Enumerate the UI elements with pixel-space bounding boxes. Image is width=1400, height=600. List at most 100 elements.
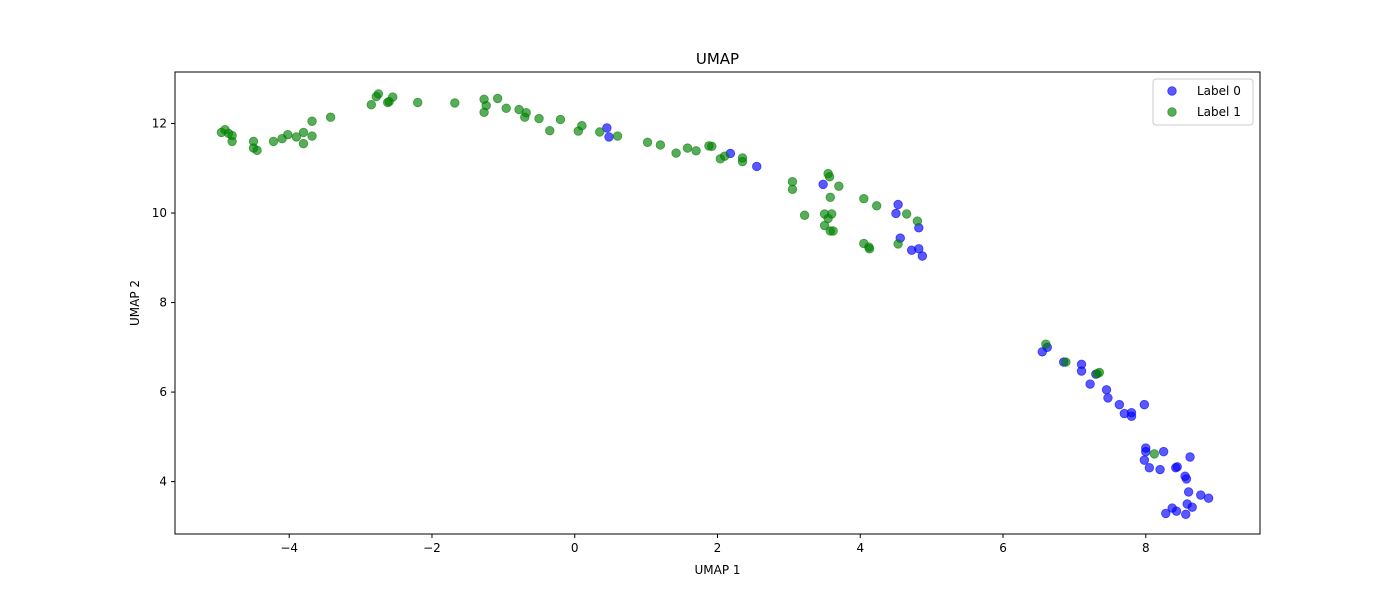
scatter-point xyxy=(1139,399,1150,410)
legend-marker xyxy=(1167,86,1177,96)
scatter-point xyxy=(268,136,279,147)
legend-marker xyxy=(1167,107,1177,117)
scatter-point xyxy=(1203,493,1214,503)
scatter-point xyxy=(325,112,336,122)
scatter-point xyxy=(577,121,587,131)
x-tick-label: 4 xyxy=(856,541,864,555)
y-axis-label: UMAP 2 xyxy=(128,280,142,326)
scatter-point xyxy=(893,199,903,210)
scatter-point xyxy=(1196,490,1206,500)
scatter-point xyxy=(298,138,309,149)
scatter-point xyxy=(1149,449,1160,459)
scatter-point xyxy=(1181,474,1192,484)
scatter-point xyxy=(1126,411,1137,421)
scatter-point xyxy=(521,108,531,118)
scatter-point xyxy=(1139,455,1150,465)
x-axis: −4 −2 0 2 4 6 8 xyxy=(280,534,1150,555)
scatter-point xyxy=(1183,487,1194,497)
scatter-point xyxy=(891,208,901,219)
scatter-point xyxy=(737,156,748,167)
scatter-point xyxy=(1155,464,1165,475)
scatter-point xyxy=(1171,506,1182,516)
scatter-point xyxy=(555,114,566,125)
legend-entry-label: Label 0 xyxy=(1197,84,1241,98)
scatter-point xyxy=(901,209,912,219)
scatter-point xyxy=(655,140,666,150)
scatter-point xyxy=(1114,399,1125,410)
plot-area-frame xyxy=(174,71,1261,535)
scatter-point xyxy=(671,148,681,158)
scatter-point xyxy=(388,92,398,102)
scatter-point xyxy=(752,161,762,172)
scatter-point xyxy=(366,99,376,110)
scatter-point xyxy=(828,226,838,236)
scatter-point xyxy=(682,143,693,153)
x-tick-label: 2 xyxy=(714,541,722,555)
scatter-point xyxy=(818,179,828,190)
scatter-point xyxy=(283,129,293,140)
scatter-point xyxy=(871,201,882,211)
scatter-point xyxy=(1076,366,1087,376)
x-axis-label: UMAP 1 xyxy=(694,563,740,577)
scatter-point xyxy=(827,209,837,219)
scatter-point xyxy=(307,116,317,126)
scatter-point xyxy=(912,216,923,226)
scatter-point xyxy=(1161,508,1171,519)
y-tick-label: 6 xyxy=(159,385,167,399)
y-tick-label: 10 xyxy=(152,206,167,220)
scatter-point xyxy=(1041,339,1051,349)
scatter-point xyxy=(1101,385,1112,395)
scatter-point xyxy=(1172,462,1182,472)
scatter-point xyxy=(501,103,511,113)
scatter-point xyxy=(1141,446,1151,457)
scatter-point xyxy=(642,137,653,147)
scatter-point xyxy=(1144,463,1155,473)
y-tick-label: 4 xyxy=(159,475,167,489)
scatter-point xyxy=(291,132,302,142)
scatter-point xyxy=(787,184,798,194)
scatter-point xyxy=(825,192,835,203)
scatter-point xyxy=(545,125,555,136)
data-points xyxy=(216,89,1214,520)
x-tick-label: 0 xyxy=(571,541,579,555)
scatter-point xyxy=(893,239,903,249)
scatter-point xyxy=(1187,502,1197,512)
scatter-point xyxy=(534,113,544,124)
scatter-point xyxy=(1185,452,1195,462)
scatter-point xyxy=(1158,446,1169,457)
scatter-point xyxy=(1181,509,1191,520)
scatter-point xyxy=(834,181,844,191)
scatter-point xyxy=(1085,379,1095,389)
scatter-point xyxy=(604,132,614,142)
scatter-point xyxy=(707,141,717,152)
scatter-point xyxy=(612,131,623,141)
scatter-point xyxy=(479,107,489,117)
scatter-point xyxy=(1061,357,1071,367)
scatter-point xyxy=(412,97,423,108)
scatter-point xyxy=(691,146,701,156)
scatter-point xyxy=(602,123,612,133)
legend: Label 0 Label 1 xyxy=(1152,78,1254,126)
scatter-point xyxy=(252,145,262,156)
scatter-point xyxy=(824,172,835,182)
scatter-point xyxy=(1094,367,1105,378)
scatter-point xyxy=(227,136,237,147)
scatter-point xyxy=(859,193,869,204)
y-axis: 4 6 8 10 12 xyxy=(152,116,175,489)
legend-entry-label: Label 1 xyxy=(1197,105,1241,119)
scatter-point xyxy=(373,89,384,99)
scatter-point xyxy=(864,244,875,254)
x-tick-label: −2 xyxy=(423,541,441,555)
scatter-point xyxy=(307,131,317,141)
scatter-point xyxy=(719,151,730,161)
scatter-point xyxy=(298,127,309,138)
scatter-point xyxy=(917,251,928,261)
x-tick-label: −4 xyxy=(280,541,298,555)
scatter-point xyxy=(1103,393,1113,403)
scatter-point xyxy=(595,127,605,137)
scatter-point xyxy=(450,98,460,108)
scatter-point xyxy=(799,210,810,220)
y-tick-label: 12 xyxy=(152,116,167,130)
